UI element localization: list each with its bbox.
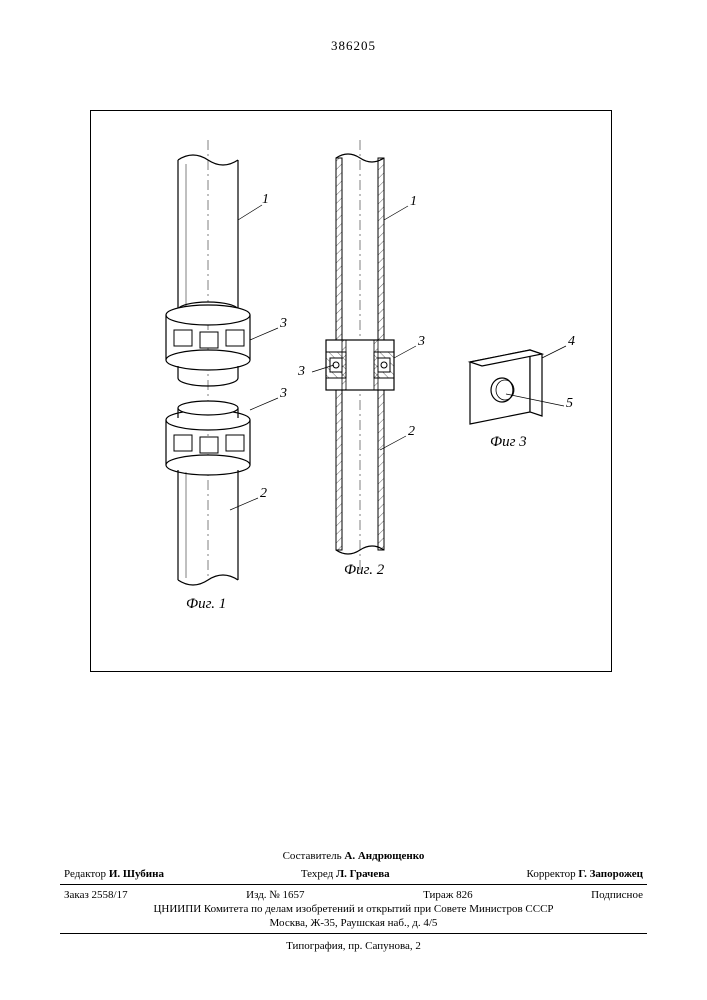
footer-addr: Москва, Ж-35, Раушская наб., д. 4/5 <box>60 917 647 934</box>
editor: Редактор И. Шубина <box>64 868 164 880</box>
fig2-part-3a: 3 <box>298 364 305 380</box>
editor-name: И. Шубина <box>109 868 164 880</box>
fig1-label: Фиг. 1 <box>186 596 226 613</box>
patent-number: 386205 <box>0 38 707 54</box>
fig2-part-2: 2 <box>408 424 415 440</box>
footer-typo: Типография, пр. Сапунова, 2 <box>60 934 647 952</box>
fig3-part-4: 4 <box>568 334 575 350</box>
footer-org: ЦНИИПИ Комитета по делам изобретений и о… <box>60 903 647 917</box>
podpisnoe: Подписное <box>591 889 643 901</box>
fig2-part-3b: 3 <box>418 334 425 350</box>
corrector: Корректор Г. Запорожец <box>527 868 643 880</box>
footer-roles: Редактор И. Шубина Техред Л. Грачева Кор… <box>60 868 647 885</box>
editor-label: Редактор <box>64 868 106 880</box>
tirazh: Тираж 826 <box>423 889 473 901</box>
fig1-part-1: 1 <box>262 192 269 208</box>
fig2-part-1: 1 <box>410 194 417 210</box>
izd: Изд. № 1657 <box>246 889 304 901</box>
fig3 <box>470 350 542 424</box>
tech: Техред Л. Грачева <box>301 868 390 880</box>
fig3-part-5: 5 <box>566 396 573 412</box>
footer-compiler: Составитель А. Андрющенко <box>60 850 647 862</box>
figures-svg <box>90 110 610 670</box>
corrector-name: Г. Запорожец <box>578 868 643 880</box>
tech-name: Л. Грачева <box>336 868 390 880</box>
footer: Составитель А. Андрющенко Редактор И. Шу… <box>60 850 647 952</box>
compiler-label: Составитель <box>283 850 342 862</box>
order: Заказ 2558/17 <box>64 889 128 901</box>
fig1 <box>166 140 250 585</box>
fig2 <box>326 140 394 570</box>
compiler-name: А. Андрющенко <box>344 850 424 862</box>
page: 386205 <box>0 0 707 1000</box>
corrector-label: Корректор <box>527 868 576 880</box>
fig2-label: Фиг. 2 <box>344 562 384 579</box>
tech-label: Техред <box>301 868 333 880</box>
fig1-part-3b: 3 <box>280 386 287 402</box>
fig1-part-3a: 3 <box>280 316 287 332</box>
figure-area: 1 3 3 2 1 3 3 2 4 5 Фиг. 1 Фиг. 2 Фиг 3 <box>90 110 610 670</box>
fig1-part-2: 2 <box>260 486 267 502</box>
footer-pubrow: Заказ 2558/17 Изд. № 1657 Тираж 826 Подп… <box>60 885 647 903</box>
fig3-label: Фиг 3 <box>490 434 527 451</box>
